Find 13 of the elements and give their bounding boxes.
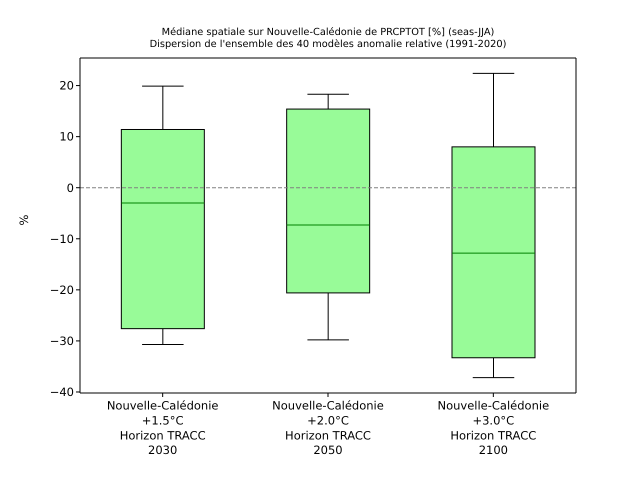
y-axis-title: % [17, 214, 32, 226]
y-tick-label: −20 [50, 282, 74, 297]
y-tick-label: 10 [59, 130, 74, 144]
chart-subtitle: Dispersion de l'ensemble des 40 modèles anomalie relative (1991-2020) [148, 39, 508, 51]
y-tick-label: −40 [50, 385, 74, 400]
y-tick-label: −10 [50, 232, 74, 246]
x-tick-label: Nouvelle-Calédonie +1.5°C Horizon TRACC 2030 [106, 398, 219, 458]
x-tick-label: Nouvelle-Calédonie +2.0°C Horizon TRACC 2050 [272, 398, 384, 458]
y-tick-label: 20 [59, 78, 74, 93]
x-tick-label: Nouvelle-Calédonie +3.0°C Horizon TRACC 2100 [437, 398, 550, 458]
y-tick-label: −30 [50, 334, 74, 348]
y-tick-label: 0 [66, 180, 74, 195]
chart-title: Médiane spatiale sur Nouvelle-Calédonie de PRCPTOT [%] (seas-JJA) [160, 27, 496, 39]
